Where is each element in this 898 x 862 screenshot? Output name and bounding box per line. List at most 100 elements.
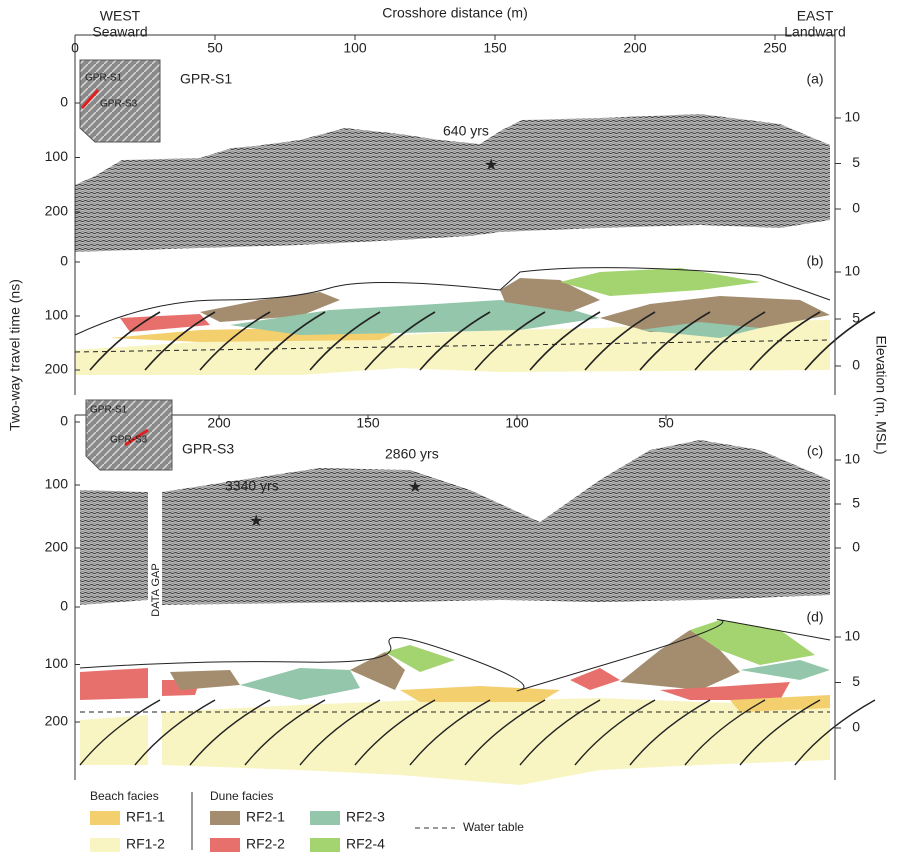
legend-swatch xyxy=(310,811,340,825)
surface xyxy=(79,699,161,766)
shape xyxy=(690,620,815,665)
data-gap-label: DATA GAP xyxy=(150,563,162,616)
age-label: 2860 yrs xyxy=(385,446,439,462)
profile-name: GPR-S3 xyxy=(182,441,234,457)
shape xyxy=(560,268,760,296)
shape xyxy=(600,296,830,332)
legend-swatch xyxy=(90,838,120,852)
x-axis-title: Crosshore distance (m) xyxy=(382,5,528,21)
y-tick-label: 5 xyxy=(852,495,860,511)
legend-label: RF2-4 xyxy=(346,836,385,852)
legend-label: RF2-1 xyxy=(246,809,285,825)
x-tick-label: 200 xyxy=(623,40,647,56)
surface xyxy=(574,699,656,766)
y-tick-label: 100 xyxy=(45,655,69,671)
panel-label: (d) xyxy=(806,609,823,625)
y-tick-label: 0 xyxy=(852,200,860,216)
legend-label: RF1-1 xyxy=(126,809,165,825)
surface xyxy=(299,699,381,766)
shape xyxy=(640,322,760,338)
legend-swatch xyxy=(90,811,120,825)
shape xyxy=(200,292,340,322)
inset-label: GPR-S1 xyxy=(85,73,123,84)
y-tick-label: 10 xyxy=(844,263,860,279)
y-tick-label: 0 xyxy=(60,413,68,429)
y-tick-label: 0 xyxy=(60,94,68,110)
y-tick-label: 5 xyxy=(852,154,860,170)
inset-label: GPR-S3 xyxy=(110,435,148,446)
left-axis-title: Two-way travel time (ns) xyxy=(7,279,23,431)
legend-label: RF1-2 xyxy=(126,836,165,852)
surface xyxy=(409,699,491,766)
surface xyxy=(629,699,711,766)
x-tick-label: 250 xyxy=(763,40,787,56)
shape xyxy=(170,670,240,690)
data-gap xyxy=(148,478,162,778)
surface xyxy=(739,699,821,766)
y-tick-label: 0 xyxy=(60,598,68,614)
shape xyxy=(80,490,148,605)
layers: ★ ★ ★ xyxy=(74,114,876,785)
x-tick-label: 50 xyxy=(207,40,223,56)
legend-title: Dune facies xyxy=(210,789,273,803)
surface xyxy=(519,699,601,766)
surface xyxy=(134,699,216,766)
panel-label: (b) xyxy=(806,253,823,269)
right-axis-title: Elevation (m, MSL) xyxy=(873,335,889,454)
age-marker: ★ xyxy=(249,513,263,530)
legend-label: RF2-3 xyxy=(346,809,385,825)
shape xyxy=(570,668,620,690)
east-label: EAST xyxy=(797,8,834,24)
surface xyxy=(89,311,161,371)
x-tick-label: 150 xyxy=(483,40,507,56)
y-tick-label: 100 xyxy=(45,148,69,164)
shape xyxy=(162,698,830,785)
surface xyxy=(79,618,831,692)
x-tick-label: 100 xyxy=(343,40,367,56)
x-tick-label: 200 xyxy=(207,415,231,431)
surface xyxy=(309,311,381,371)
west-label: WEST xyxy=(100,8,141,24)
shape xyxy=(730,695,830,712)
shape xyxy=(620,630,740,690)
surface xyxy=(74,267,831,336)
x-tick-label: 0 xyxy=(71,40,79,56)
legend-swatch xyxy=(210,838,240,852)
y-tick-label: 200 xyxy=(45,203,69,219)
surface xyxy=(244,699,326,766)
age-label: 3340 yrs xyxy=(225,478,279,494)
surface xyxy=(684,699,766,766)
legend-swatch xyxy=(310,838,340,852)
surface xyxy=(794,699,876,766)
legend-swatch xyxy=(210,811,240,825)
surface xyxy=(584,311,656,371)
shape xyxy=(400,686,560,702)
east-sublabel: Landward xyxy=(784,24,846,40)
inset-map: GPR-S1 GPR-S3 xyxy=(85,399,173,471)
y-tick-label: 10 xyxy=(844,451,860,467)
surface xyxy=(189,699,271,766)
shape xyxy=(740,660,830,680)
y-tick-label: 100 xyxy=(45,307,69,323)
shape xyxy=(230,300,600,335)
shape xyxy=(500,278,600,312)
y-tick-label: 10 xyxy=(844,109,860,125)
y-tick-label: 200 xyxy=(45,361,69,377)
inset-map: GPR-S1 GPR-S3 xyxy=(79,59,161,143)
surface xyxy=(474,311,546,371)
legend-label: RF2-2 xyxy=(246,836,285,852)
y-tick-label: 0 xyxy=(852,539,860,555)
y-tick-label: 0 xyxy=(852,357,860,373)
x-tick-label: 150 xyxy=(356,415,380,431)
shape xyxy=(385,645,455,672)
surface xyxy=(529,311,601,371)
y-tick-label: 5 xyxy=(852,310,860,326)
y-tick-label: 0 xyxy=(60,253,68,269)
shape xyxy=(120,314,210,332)
x-tick-label: 50 xyxy=(658,415,674,431)
surface xyxy=(364,311,436,371)
x-tick-label: 100 xyxy=(505,415,529,431)
surface xyxy=(464,699,546,766)
age-marker: ★ xyxy=(484,157,498,174)
y-tick-label: 200 xyxy=(45,713,69,729)
